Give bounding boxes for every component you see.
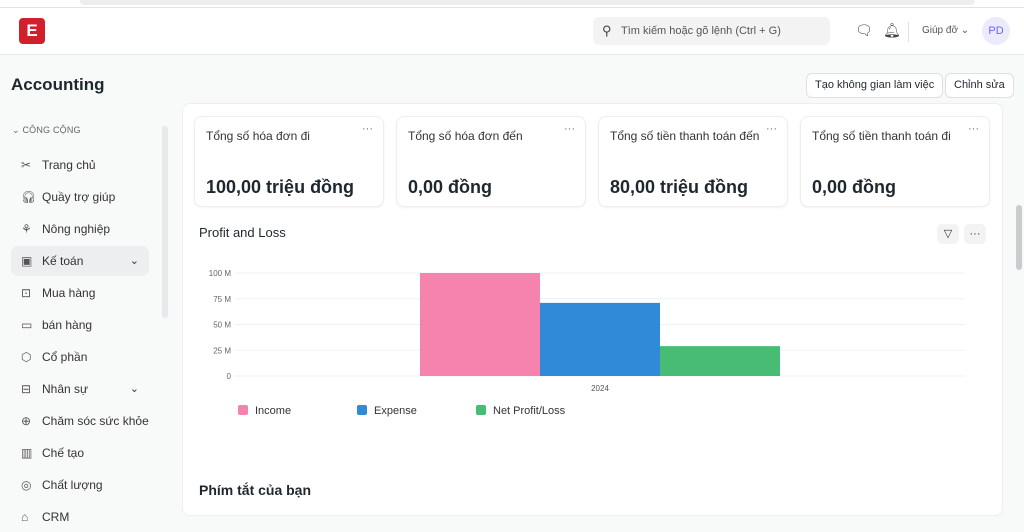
search-icon: ⚲ <box>602 23 612 38</box>
y-tick-label: 25 M <box>213 346 231 355</box>
card-value: 80,00 triệu đồng <box>610 177 749 197</box>
more-icon[interactable]: ··· <box>362 123 373 135</box>
legend-label[interactable]: Income <box>255 405 291 417</box>
sidebar-item-label: Trang chủ <box>42 158 96 172</box>
card-label: Tổng số tiền thanh toán đến <box>610 129 760 143</box>
number-card[interactable]: Tổng số tiền thanh toán đi ··· 0,00 đồng <box>800 116 990 207</box>
sidebar-item-label: Mua hàng <box>42 286 96 300</box>
sidebar-item-label: Cổ phần <box>42 350 88 364</box>
factory-icon: ▥ <box>21 446 33 460</box>
card-label: Tổng số tiền thanh toán đi <box>812 129 951 143</box>
health-icon: ⊕ <box>21 414 32 428</box>
card-value: 0,00 đồng <box>812 177 897 197</box>
edit-button[interactable]: Chỉnh sửa <box>945 73 1014 98</box>
card-icon: ▭ <box>21 318 33 332</box>
sidebar-item-label: Chăm sóc sức khỏe <box>42 414 149 428</box>
number-card[interactable]: Tổng số tiền thanh toán đến ··· 80,00 triệ… <box>598 116 788 207</box>
sidebar-item-4[interactable]: ⊡ Mua hàng <box>11 278 149 308</box>
chart-menu-button[interactable]: ··· <box>964 224 986 244</box>
sidebar-item-10[interactable]: ◎ Chất lượng <box>11 470 149 500</box>
plant-icon: ⚘ <box>21 222 32 236</box>
y-tick-label: 50 M <box>213 321 231 330</box>
legend-label[interactable]: Expense <box>374 405 417 417</box>
card-value: 0,00 đồng <box>408 177 493 197</box>
card-value: 100,00 triệu đồng <box>206 177 355 197</box>
more-icon[interactable]: ··· <box>766 123 777 135</box>
avatar[interactable]: PD <box>982 17 1010 45</box>
box-icon: ⬡ <box>21 350 32 364</box>
bar-expense[interactable] <box>540 302 660 376</box>
sidebar-item-label: Chế tạo <box>42 446 85 460</box>
divider <box>908 22 909 42</box>
sidebar-item-label: Nông nghiệp <box>42 222 111 236</box>
page-title: Accounting <box>11 75 105 94</box>
help-dropdown[interactable]: Giúp đỡ ⌄ <box>922 25 970 36</box>
sidebar-item-label: Quầy trợ giúp <box>42 190 116 204</box>
sidebar-item-label: Chất lượng <box>42 478 103 492</box>
sidebar-item-2[interactable]: ⚘ Nông nghiệp <box>11 214 149 244</box>
chevron-down-icon[interactable]: ⌄ <box>129 383 139 395</box>
badge-icon: ◎ <box>21 478 32 492</box>
sidebar-item-5[interactable]: ▭ bán hàng <box>11 310 149 340</box>
tools-icon: ✂ <box>21 158 32 172</box>
app-logo[interactable]: E <box>19 18 45 44</box>
legend-label[interactable]: Net Profit/Loss <box>493 405 566 417</box>
x-tick-label: 2024 <box>591 384 609 393</box>
card-label: Tổng số hóa đơn đến <box>408 129 523 143</box>
headset-icon: 🎧︎ <box>21 190 37 204</box>
sidebar-item-label: Kế toán <box>42 254 84 268</box>
y-tick-label: 100 M <box>209 269 232 278</box>
y-tick-label: 75 M <box>213 295 231 304</box>
sidebar-scrollbar[interactable] <box>162 126 168 318</box>
chat-icon[interactable]: 🗨 <box>855 22 873 38</box>
legend-swatch <box>357 405 367 415</box>
bar-income[interactable] <box>420 273 540 376</box>
profit-loss-chart: 0 25 M 50 M 75 M 100 M Income Expense Net Profi… <box>209 269 965 417</box>
filter-icon: ▽ <box>943 228 953 240</box>
number-card[interactable]: Tổng số hóa đơn đến ··· 0,00 đồng <box>396 116 586 207</box>
sidebar-item-1[interactable]: 🎧︎ Quầy trợ giúp <box>11 182 149 212</box>
shortcuts-heading: Phím tắt của bạn <box>199 482 312 498</box>
sidebar-item-7[interactable]: ⊟ Nhân sự ⌄ <box>11 374 149 404</box>
bag-icon: ⊡ <box>21 286 32 300</box>
sidebar-item-9[interactable]: ▥ Chế tạo <box>11 438 149 468</box>
card-label: Tổng số hóa đơn đi <box>206 129 310 143</box>
bell-icon[interactable]: 🔔︎ <box>883 22 901 38</box>
y-tick-label: 0 <box>227 372 232 381</box>
browser-strip <box>0 0 1024 8</box>
legend-swatch <box>476 405 486 415</box>
search-input[interactable]: ⚲ Tìm kiếm hoặc gõ lệnh (Ctrl + G) <box>593 17 830 45</box>
number-card[interactable]: Tổng số hóa đơn đi ··· 100,00 triệu đồng <box>194 116 384 207</box>
sidebar-item-label: Nhân sự <box>42 382 89 396</box>
create-workspace-button[interactable]: Tạo không gian làm việc <box>806 73 944 98</box>
more-icon[interactable]: ··· <box>968 123 979 135</box>
chart-title: Profit and Loss <box>199 225 286 240</box>
navbar: E ⚲ Tìm kiếm hoặc gõ lệnh (Ctrl + G) 🗨 🔔︎… <box>0 8 1024 55</box>
sidebar-section-header[interactable]: ⌄ CÔNG CỘNG <box>12 125 81 135</box>
sidebar-item-0[interactable]: ✂ Trang chủ <box>11 150 149 180</box>
more-icon[interactable]: ··· <box>564 123 575 135</box>
sidebar-item-3[interactable]: ▣ Kế toán ⌄ <box>11 246 149 276</box>
page-scrollbar[interactable] <box>1016 205 1022 270</box>
bar-net-profit-loss[interactable] <box>660 346 780 376</box>
chevron-down-icon[interactable]: ⌄ <box>129 255 139 267</box>
sidebar-item-6[interactable]: ⬡ Cổ phần <box>11 342 149 372</box>
briefcase-icon: ⊟ <box>21 382 32 396</box>
more-icon: ··· <box>969 228 981 240</box>
money-icon: ▣ <box>21 254 33 268</box>
sidebar-item-8[interactable]: ⊕ Chăm sóc sức khỏe <box>11 406 149 436</box>
legend-swatch <box>238 405 248 415</box>
filter-button[interactable]: ▽ <box>937 224 959 244</box>
sidebar-item-label: bán hàng <box>42 318 93 332</box>
